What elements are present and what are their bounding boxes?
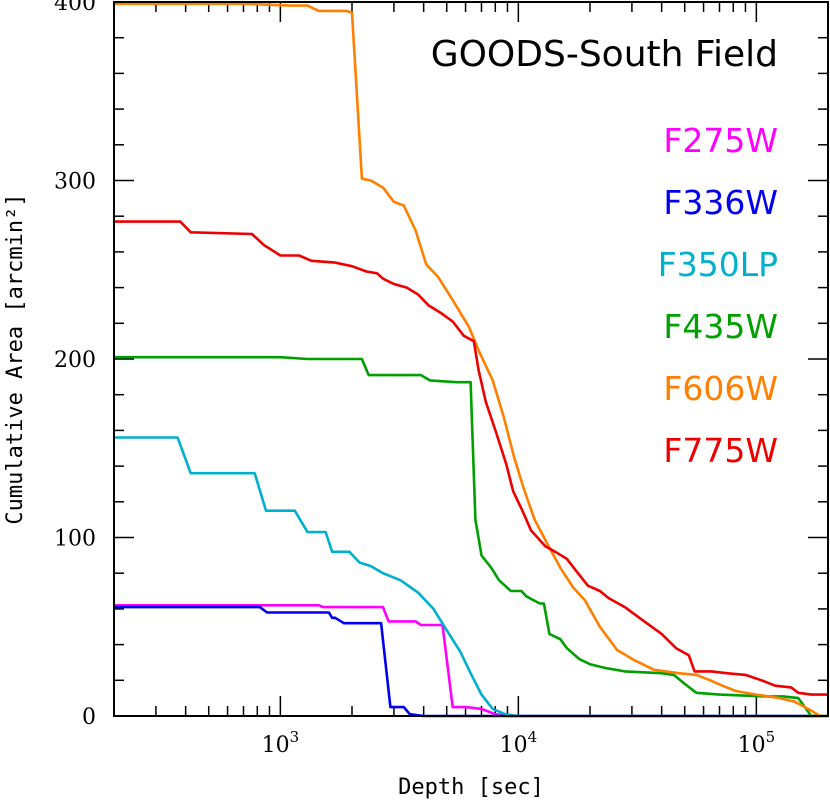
- x-tick-label: 105: [738, 728, 776, 758]
- legend-entry-f435w: F435W: [663, 307, 778, 346]
- y-tick-label: 200: [54, 348, 96, 373]
- legend: F275W F336W F350LP F435W F606W F775W: [658, 121, 778, 470]
- series-line-f350lp: [114, 436, 828, 718]
- y-axis-title: Cumulative Area [arcmin²]: [3, 193, 28, 524]
- x-tick-label: 104: [500, 728, 538, 758]
- legend-entry-f350lp: F350LP: [658, 245, 778, 284]
- y-tick-label: 400: [54, 0, 96, 16]
- series-lines: [114, 2, 828, 718]
- legend-entry-f336w: F336W: [663, 183, 778, 222]
- x-axis-title: Depth [sec]: [398, 775, 544, 800]
- series-line-f775w: [114, 220, 828, 696]
- y-tick-labels: 0 100 200 300 400: [54, 0, 96, 730]
- series-line-f275w: [114, 604, 828, 718]
- y-tick-label: 300: [54, 170, 96, 195]
- chart-title: GOODS-South Field: [431, 34, 778, 75]
- series-line-f606w: [114, 2, 828, 718]
- series-line-f435w: [114, 355, 828, 718]
- legend-entry-f275w: F275W: [663, 121, 778, 160]
- axis-ticks: [113, 1, 829, 717]
- y-tick-label: 0: [82, 705, 96, 730]
- y-tick-label: 100: [54, 527, 96, 552]
- x-tick-labels: 103 104 105: [262, 728, 776, 758]
- x-tick-label: 103: [262, 728, 300, 758]
- legend-entry-f775w: F775W: [663, 431, 778, 470]
- legend-entry-f606w: F606W: [663, 369, 778, 408]
- plot-frame: [113, 1, 829, 717]
- series-line-f336w: [114, 605, 828, 718]
